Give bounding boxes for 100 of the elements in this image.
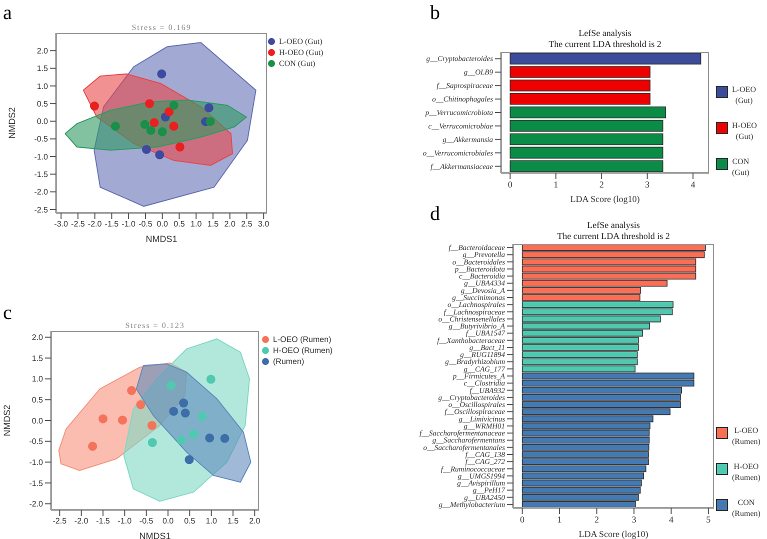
chart-title: Stress = 0.169 (130, 22, 192, 33)
point (127, 386, 136, 396)
legend-label: CON (Gut) (732, 156, 750, 178)
chart-subtitle: The current LDA threshold is 2 (556, 231, 671, 242)
text: c (3, 302, 12, 325)
point (176, 436, 186, 445)
y-tick-label: -2.0 (34, 188, 49, 197)
legend-label: L-OEO (Rumen) (273, 335, 332, 344)
point (204, 103, 214, 112)
y-tick-label: -1.5 (29, 478, 44, 488)
y-tick-label: 0.5 (32, 396, 44, 405)
y-tick-label: 0.0 (36, 117, 49, 126)
legend-label: (Rumen) (273, 357, 304, 366)
point (88, 442, 98, 451)
point (180, 408, 190, 418)
point (157, 69, 166, 78)
x-tick-label: -1.5 (104, 220, 120, 229)
x-tick-label: 3 (645, 179, 650, 190)
point (205, 433, 214, 442)
x-tick-label: -2.0 (88, 220, 102, 229)
point (169, 406, 178, 416)
x-tick-label: 2 (599, 179, 604, 190)
legend-label: H-OEO (Rumen) (732, 461, 760, 483)
x-tick-label: -3.0 (54, 220, 68, 229)
x-tick-label: 4 (690, 179, 696, 190)
point (140, 120, 150, 129)
x-tick-label: -1.5 (96, 516, 110, 526)
point (98, 414, 108, 424)
y-tick-label: 1.5 (36, 64, 49, 74)
point (142, 144, 151, 154)
x-tick-label: 3 (632, 514, 637, 524)
point (148, 438, 157, 448)
x-tick-label: -2.0 (74, 516, 89, 526)
point (118, 416, 128, 425)
x-tick-label: 0 (508, 179, 513, 190)
y-axis-title: NMDS2 (2, 404, 12, 436)
x-tick-label: -0.5 (139, 516, 154, 526)
point (150, 118, 159, 128)
x-tick-label: 0.5 (174, 220, 186, 229)
legend-label: L-OEO (Rumen) (732, 425, 760, 447)
point (136, 400, 146, 410)
point (164, 107, 174, 116)
bar (510, 133, 664, 146)
x-tick-label: 1 (557, 514, 562, 524)
x-tick-label: 1 (554, 179, 558, 190)
legend-label: CON (Gut) (279, 59, 316, 68)
y-tick-label: 1.0 (36, 82, 49, 91)
chart-title: LefSe analysis (586, 220, 641, 231)
point (220, 434, 230, 443)
point (198, 412, 207, 421)
point (145, 99, 154, 108)
y-tick-label: -0.5 (29, 437, 44, 446)
y-tick-label: 2.0 (32, 333, 44, 342)
point (189, 430, 198, 439)
x-tick-label: 1.0 (206, 516, 218, 526)
y-tick-label: 2.0 (36, 46, 49, 56)
point (179, 398, 188, 408)
chart-title: LefSe analysis (578, 28, 632, 39)
y-tick-label: 1.5 (32, 354, 44, 363)
x-tick-label: 2 (594, 514, 599, 524)
x-axis-title: NMDS1 (146, 234, 178, 244)
x-tick-label: 0 (520, 514, 526, 524)
y-tick-label: -2.0 (29, 500, 44, 509)
legend-label: L-OEO (Gut) (732, 84, 756, 106)
text: b (430, 2, 440, 25)
point (206, 117, 215, 126)
x-tick-label: 0.5 (184, 516, 196, 526)
point (184, 455, 194, 464)
x-tick-label: -2.5 (52, 516, 68, 526)
x-tick-label: 1.0 (190, 220, 202, 229)
x-tick-label: 1.5 (227, 516, 240, 526)
y-tick-label: -1.5 (34, 170, 49, 180)
y-tick-label: 1.0 (32, 374, 44, 384)
point (146, 126, 156, 135)
x-tick-label: 5 (706, 514, 712, 524)
point (90, 102, 99, 111)
x-axis-title: NMDS1 (139, 531, 171, 539)
x-tick-label: 3.0 (258, 220, 270, 229)
y-tick-label: -1.0 (29, 458, 44, 467)
legend-label: CON (Rumen) (732, 497, 760, 519)
legend-label: H-OEO (Rumen) (273, 346, 333, 355)
x-tick-label: 2.5 (241, 220, 253, 229)
y-tick-label: -1.0 (34, 152, 49, 162)
point (166, 381, 176, 390)
x-tick-label: -2.5 (71, 220, 86, 229)
y-axis-title: NMDS2 (7, 107, 18, 139)
x-axis-title: LDA Score (log10) (570, 194, 640, 204)
point (175, 142, 184, 152)
chart-subtitle: The current LDA threshold is 2 (548, 39, 662, 50)
point (147, 420, 156, 430)
x-tick-label: 0.0 (162, 516, 174, 526)
y-tick-label: 0.0 (32, 416, 44, 426)
chart-title: Stress = 0.123 (124, 320, 186, 331)
legend-label: H-OEO (Gut) (732, 120, 757, 142)
text: a (3, 2, 12, 25)
point (110, 122, 120, 131)
x-tick-label: -1.0 (122, 220, 136, 229)
x-tick-label: 1.5 (207, 220, 220, 229)
x-tick-label: -0.5 (138, 220, 153, 229)
x-axis-title: LDA Score (log10) (578, 529, 648, 539)
